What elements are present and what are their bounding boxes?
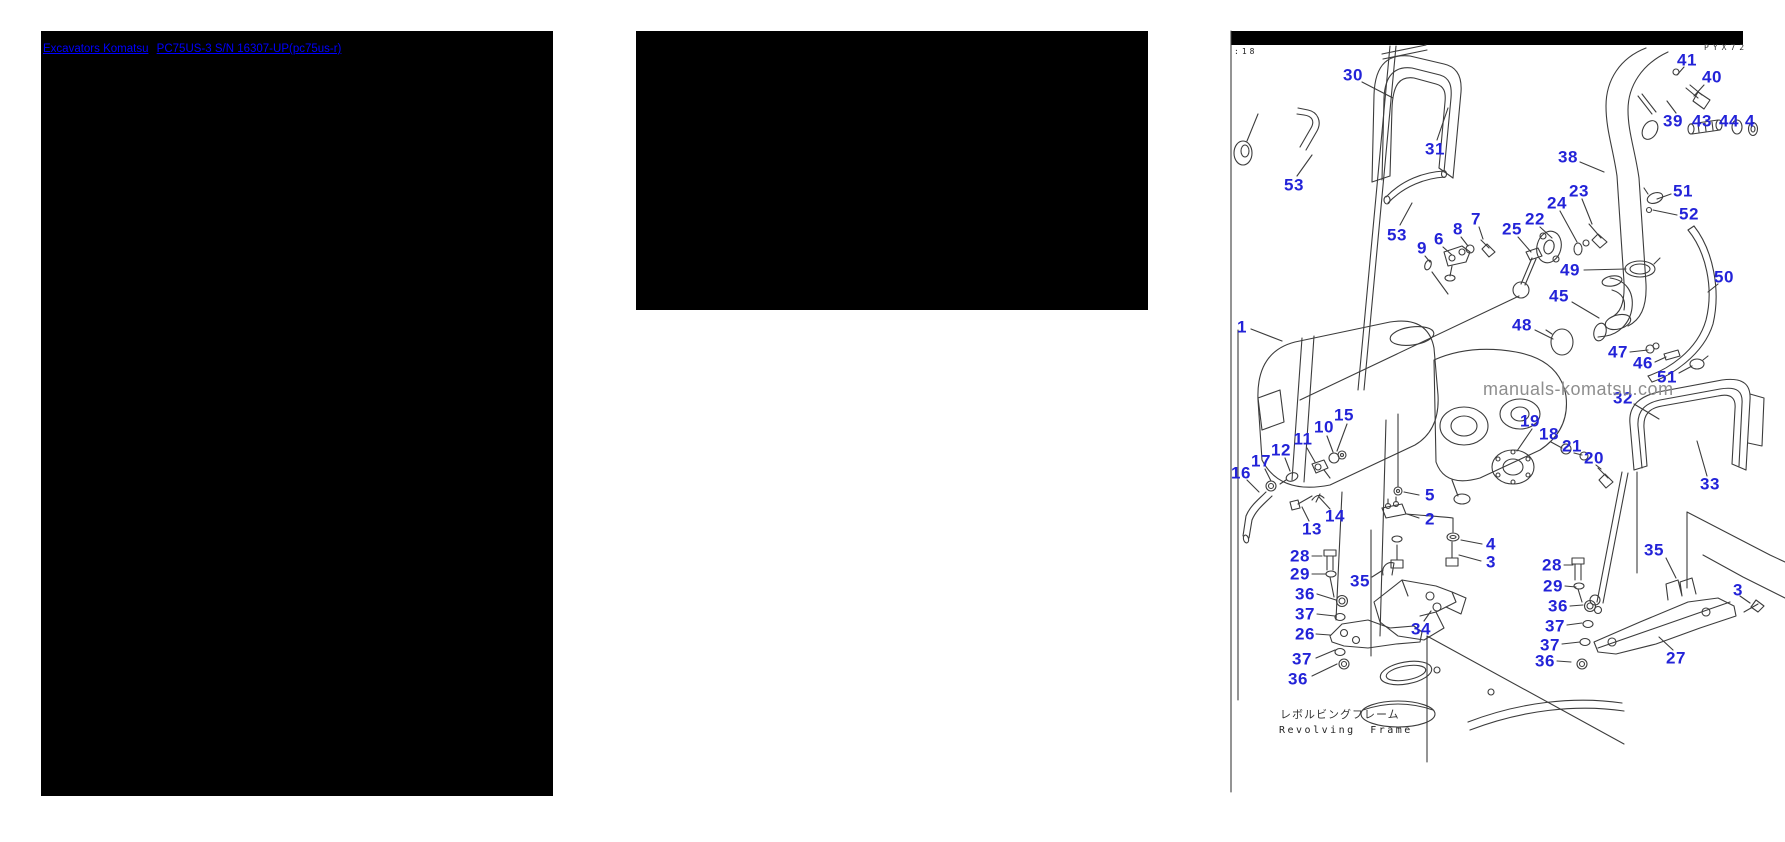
callout-6: 6 <box>1434 229 1444 249</box>
diagram-header-redaction <box>1231 31 1743 45</box>
callout-17: 17 <box>1251 451 1271 471</box>
callout-36: 36 <box>1288 669 1308 689</box>
exhaust-pipe-drawing <box>1604 47 1759 331</box>
caption-japanese: レボルビングフレーム <box>1280 708 1400 721</box>
callout-41: 41 <box>1677 50 1697 70</box>
callout-40: 40 <box>1702 67 1722 87</box>
flange-19-drawing <box>1491 443 1614 489</box>
callout-46: 46 <box>1633 353 1653 373</box>
callout-13: 13 <box>1302 519 1322 539</box>
watermark: manuals-komatsu.com <box>1483 379 1674 399</box>
callout-53: 53 <box>1387 225 1407 245</box>
hoses-drawing <box>1545 225 1717 383</box>
muffler-drawing <box>1257 320 1568 505</box>
callout-45: 45 <box>1549 286 1569 306</box>
joint-22-drawing <box>1512 223 1608 299</box>
fitting-6-drawing <box>1424 239 1496 295</box>
callout-15: 15 <box>1334 405 1354 425</box>
callout-30: 30 <box>1343 65 1363 85</box>
callout-35: 35 <box>1350 571 1370 591</box>
callout-34: 34 <box>1411 619 1431 639</box>
revolving-frame-drawing <box>1360 511 1785 763</box>
figure-plate-code: PYX72 <box>1704 43 1749 52</box>
callout-24: 24 <box>1547 193 1567 213</box>
callout-9: 9 <box>1417 238 1427 258</box>
callout-50: 50 <box>1714 267 1734 287</box>
pipe-53-drawing <box>1233 45 1448 391</box>
callout-28: 28 <box>1542 555 1562 575</box>
fuel-line-chain-drawing <box>1242 450 1347 544</box>
callout-37: 37 <box>1545 616 1565 636</box>
callout-29: 29 <box>1290 564 1310 584</box>
mount-2-drawing <box>1381 486 1460 569</box>
callout-36: 36 <box>1535 651 1555 671</box>
callout-14: 14 <box>1325 506 1345 526</box>
callout-11: 11 <box>1293 429 1313 449</box>
callout-36: 36 <box>1295 584 1315 604</box>
callout-48: 48 <box>1512 315 1532 335</box>
callout-26: 26 <box>1295 624 1315 644</box>
callout-37: 37 <box>1295 604 1315 624</box>
callout-52: 52 <box>1679 204 1699 224</box>
callout-18: 18 <box>1539 424 1559 444</box>
callout-33: 33 <box>1700 474 1720 494</box>
callout-37: 37 <box>1292 649 1312 669</box>
callout-38: 38 <box>1558 147 1578 167</box>
breadcrumb-model-link[interactable]: PC75US-3 S/N 16307-UP(pc75us-r) <box>156 43 342 55</box>
figure-corner-code: :18 <box>1234 47 1258 56</box>
callout-4: 4 <box>1745 111 1755 131</box>
callout-51: 51 <box>1657 367 1677 387</box>
bracket-left-drawing <box>1323 549 1467 670</box>
callout-37: 37 <box>1540 635 1560 655</box>
breadcrumb-category-link[interactable]: Excavators Komatsu <box>43 43 149 55</box>
callout-36: 36 <box>1548 596 1568 616</box>
callout-28: 28 <box>1290 546 1310 566</box>
callout-32: 32 <box>1613 388 1633 408</box>
leader-lines <box>1246 66 1751 677</box>
callout-10: 10 <box>1314 417 1334 437</box>
callout-16: 16 <box>1231 463 1251 483</box>
callout-4: 4 <box>1486 534 1496 554</box>
callout-27: 27 <box>1666 648 1686 668</box>
callout-35: 35 <box>1644 540 1664 560</box>
callout-23: 23 <box>1569 181 1589 201</box>
callout-51: 51 <box>1673 181 1693 201</box>
callout-53: 53 <box>1284 175 1304 195</box>
callout-1: 1 <box>1237 317 1247 337</box>
redacted-panel-left <box>41 31 553 796</box>
callout-21: 21 <box>1562 436 1582 456</box>
callout-25: 25 <box>1502 219 1522 239</box>
redacted-panel-middle <box>636 31 1148 310</box>
handrail-bottom-drawing <box>1589 378 1765 615</box>
callout-22: 22 <box>1525 209 1545 229</box>
breadcrumb: Excavators Komatsu PC75US-3 S/N 16307-UP… <box>43 43 346 55</box>
callout-47: 47 <box>1608 342 1628 362</box>
callout-12: 12 <box>1271 440 1291 460</box>
callout-20: 20 <box>1584 448 1604 468</box>
callout-8: 8 <box>1453 219 1463 239</box>
callout-2: 2 <box>1425 509 1435 529</box>
diagram-frame <box>1230 30 1239 793</box>
callout-29: 29 <box>1543 576 1563 596</box>
callout-3: 3 <box>1486 552 1496 572</box>
callout-49: 49 <box>1560 260 1580 280</box>
callout-3: 3 <box>1733 580 1743 600</box>
callout-7: 7 <box>1471 209 1481 229</box>
callout-31: 31 <box>1425 139 1445 159</box>
callout-39: 39 <box>1663 111 1683 131</box>
callout-5: 5 <box>1425 485 1435 505</box>
bracket-right-drawing <box>1571 557 1765 670</box>
caption-english: Revolving Frame <box>1279 725 1413 736</box>
callout-19: 19 <box>1520 411 1540 431</box>
callout-44: 44 <box>1719 111 1739 131</box>
callout-43: 43 <box>1692 111 1712 131</box>
